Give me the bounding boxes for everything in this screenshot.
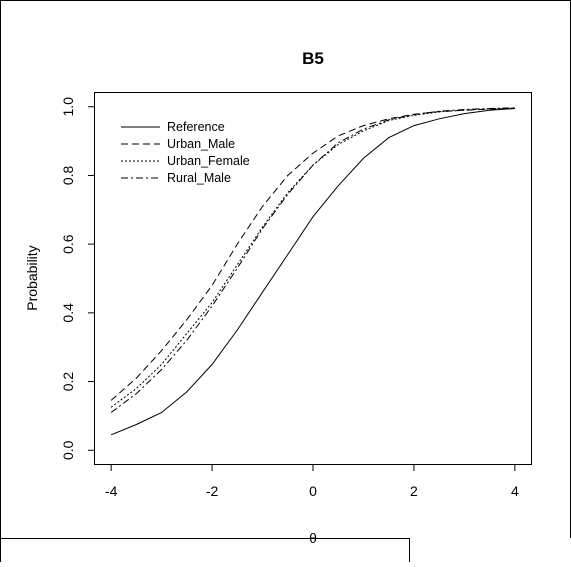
x-tick-label: -2 bbox=[206, 483, 219, 499]
x-axis: -4 -2 0 2 4 bbox=[105, 464, 519, 499]
chart-title: B5 bbox=[302, 49, 324, 68]
x-tick-label: 2 bbox=[410, 483, 418, 499]
y-tick-label: 1.0 bbox=[60, 97, 76, 117]
y-tick-label: 0.4 bbox=[60, 303, 76, 323]
legend-label: Reference bbox=[167, 120, 225, 134]
x-tick-label: 4 bbox=[511, 483, 519, 499]
y-tick-label: 0.2 bbox=[60, 372, 76, 392]
x-axis-label: θ bbox=[309, 530, 317, 546]
legend: Reference Urban_Male Urban_Female Rural_Mal… bbox=[121, 120, 250, 185]
series-layer bbox=[110, 107, 515, 436]
y-tick-label: 0.8 bbox=[60, 166, 76, 186]
legend-label: Urban_Male bbox=[167, 137, 235, 151]
y-axis-label: Probability bbox=[24, 245, 40, 310]
x-tick-label: 0 bbox=[309, 483, 317, 499]
y-tick-label: 0.6 bbox=[60, 234, 76, 254]
series-line-reference bbox=[110, 108, 515, 436]
legend-label: Urban_Female bbox=[167, 154, 250, 168]
series-line-urban-male bbox=[110, 108, 515, 401]
plot-box bbox=[94, 92, 532, 465]
x-tick-label: -4 bbox=[105, 483, 118, 499]
legend-label: Rural_Male bbox=[167, 171, 231, 185]
y-axis: 0.0 0.2 0.4 0.6 0.8 1.0 bbox=[60, 97, 95, 460]
series-line-rural-male bbox=[110, 107, 515, 413]
y-tick-label: 0.0 bbox=[60, 440, 76, 460]
